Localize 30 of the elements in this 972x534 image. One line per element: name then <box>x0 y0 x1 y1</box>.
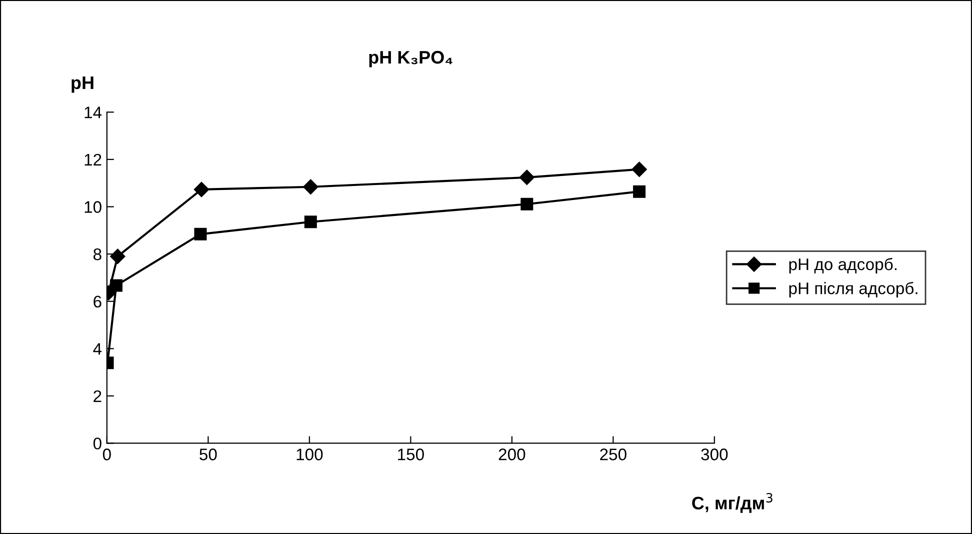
point <box>110 248 126 264</box>
x-axis-title: C, мг/дм$^{3}$ <box>692 493 772 513</box>
y-tick-label: 6 <box>94 296 102 308</box>
point <box>633 185 646 198</box>
point <box>632 162 647 177</box>
x-tick-label: 250 <box>600 448 626 460</box>
x-tick-label: 200 <box>498 448 526 460</box>
legend-label: pH після адсорб. <box>789 282 918 298</box>
y-axis-title: pH <box>72 76 94 93</box>
y-tick-label: 2 <box>94 390 102 402</box>
y-tick-label: 0 <box>93 438 102 450</box>
x-tick-label: 0 <box>102 448 111 460</box>
point <box>303 179 318 194</box>
point <box>194 228 207 240</box>
y-tick-label: 12 <box>84 154 102 166</box>
point <box>304 216 317 228</box>
point <box>519 170 534 185</box>
point <box>110 279 122 292</box>
chart-title: pH K₃PO₄ <box>369 50 452 68</box>
y-tick-label: 4 <box>93 343 102 355</box>
y-tick-label: 10 <box>84 201 102 213</box>
x-tick-label: 50 <box>200 448 217 460</box>
point <box>520 198 534 210</box>
y-tick-label: 8 <box>94 248 102 260</box>
legend-label: pH до адсорб. <box>789 258 897 274</box>
y-tick-label: 14 <box>84 106 102 118</box>
x-tick-label: 150 <box>398 448 424 460</box>
x-tick-label: 100 <box>296 448 323 460</box>
x-tick-label: 300 <box>701 448 728 460</box>
point <box>194 182 210 198</box>
